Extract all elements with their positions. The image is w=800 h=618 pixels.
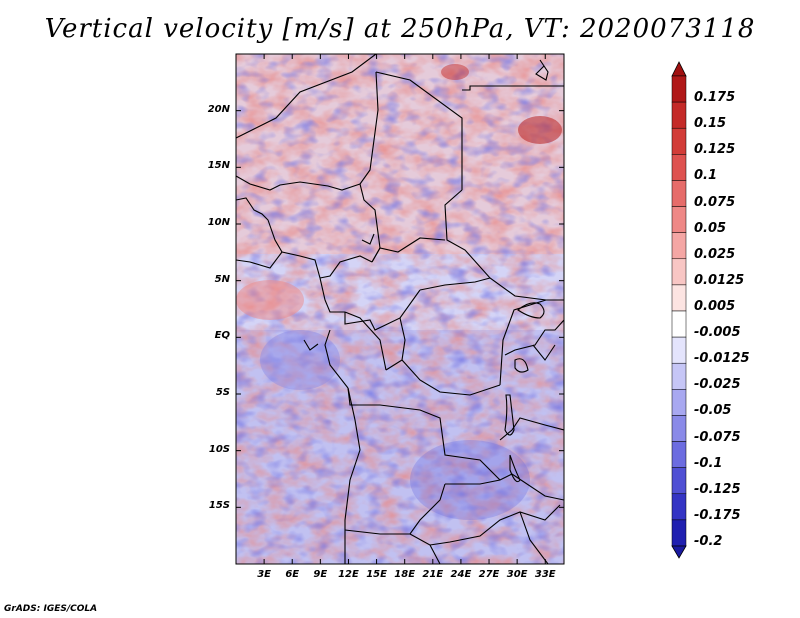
colorbar-level-label: -0.025: [694, 377, 741, 393]
colorbar-bottom-arrow: [671, 545, 687, 559]
software-credit: GrADS: IGES/COLA: [4, 604, 98, 614]
lon-tick-label: 21E: [422, 569, 444, 580]
colorbar-segment: [671, 206, 687, 233]
colorbar-segment: [671, 180, 687, 207]
lon-tick-label: 12E: [338, 569, 359, 580]
colorbar-level-label: 0.125: [694, 142, 736, 158]
lat-tick-label: 5N: [214, 273, 230, 285]
colorbar-level-label: 0.075: [694, 194, 736, 210]
colorbar-level-label: 0.175: [694, 90, 736, 106]
colorbar-level-label: -0.2: [694, 534, 723, 549]
colorbar-level-label: -0.0125: [694, 351, 750, 367]
colorbar-level-label: 0.0125: [694, 272, 745, 288]
colorbar-segment: [671, 101, 687, 129]
colorbar-level-label: 0.1: [694, 168, 718, 184]
country-borders: [236, 54, 564, 564]
colorbar-segment: [671, 389, 687, 416]
lat-tick-label: 15N: [207, 160, 230, 172]
colorbar-segment: [671, 441, 687, 468]
lon-tick-label: 9E: [313, 569, 328, 580]
plot-frame: [235, 53, 565, 565]
colorbar-level-label: 0.15: [694, 116, 727, 132]
longitude-ticks: [263, 54, 546, 564]
colorbar-segment: [671, 258, 687, 286]
colorbar-segment: [671, 362, 687, 390]
lat-tick-label: EQ: [214, 330, 230, 342]
colorbar-segment: [671, 519, 687, 547]
lon-tick-label: 18E: [394, 569, 416, 580]
colorbar-segment: [671, 127, 687, 155]
colorbar-segment: [671, 75, 687, 103]
lon-tick-label: 6E: [285, 569, 300, 580]
lon-tick-label: 15E: [366, 569, 387, 580]
lat-tick-label: 20N: [207, 103, 230, 115]
colorbar-segment: [671, 232, 687, 260]
lon-tick-label: 33E: [534, 569, 556, 580]
lat-tick-label: 5S: [215, 387, 230, 398]
velocity-field: [236, 54, 564, 564]
colorbar-segment: [671, 493, 687, 521]
colorbar-level-label: -0.1: [694, 455, 723, 471]
colorbar-level-label: 0.025: [694, 246, 736, 262]
colorbar-segment: [671, 154, 687, 181]
colorbar-level-label: 0.005: [694, 299, 736, 314]
colorbar-level-label: 0.05: [694, 220, 727, 236]
lat-tick-label: 10S: [208, 443, 230, 455]
colorbar-level-label: -0.175: [694, 507, 741, 523]
colorbar-level-label: -0.005: [694, 325, 741, 341]
map-title: Vertical velocity [m/s] at 250hPa, VT: 2…: [44, 14, 756, 44]
colorbar-segment: [671, 467, 687, 495]
colorbar-level-label: -0.05: [694, 403, 732, 419]
lat-tick-label: 10N: [207, 217, 230, 228]
colorbar-segment: [671, 336, 687, 364]
colorbar-segment: [671, 284, 687, 312]
lon-tick-label: 27E: [478, 569, 500, 580]
lat-tick-label: 15S: [208, 500, 230, 512]
colorbar-segment: [671, 310, 687, 338]
lon-tick-label: 24E: [450, 569, 472, 580]
colorbar: [671, 61, 687, 559]
colorbar-level-label: -0.125: [694, 481, 741, 497]
colorbar-level-label: -0.075: [694, 429, 741, 445]
colorbar-top-arrow: [671, 61, 687, 77]
latitude-ticks: [236, 110, 564, 508]
lon-tick-label: 30E: [506, 569, 528, 580]
colorbar-segment: [671, 415, 687, 442]
lon-tick-label: 3E: [257, 569, 271, 580]
